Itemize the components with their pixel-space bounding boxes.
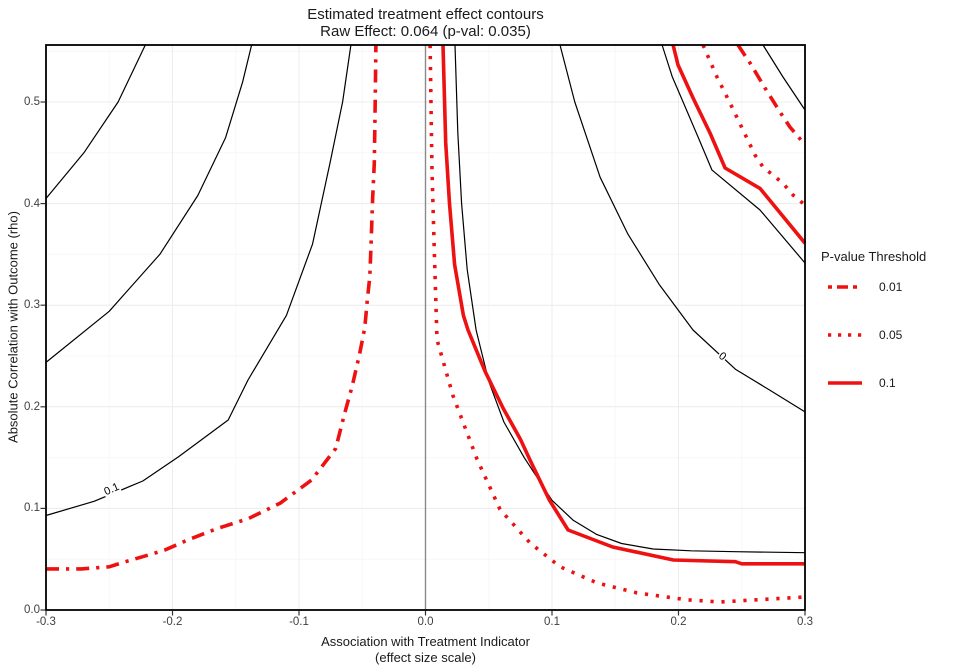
effect-contour-0.15 <box>45 44 253 363</box>
y-tick-label: 0.0 <box>24 604 40 616</box>
legend-key-solid-icon <box>828 381 862 385</box>
effect-contour-0.2 <box>45 44 146 199</box>
y-tick-label: 0.5 <box>24 95 40 108</box>
effect-contour--0.1 <box>762 44 806 111</box>
pvalue-contour-0.1 <box>671 44 807 245</box>
x-tick-label: 0.2 <box>670 616 687 628</box>
x-axis-title-line2: (effect size scale) <box>375 650 476 665</box>
x-axis-title-line1: Association with Treatment Indicator <box>321 634 530 649</box>
x-tick-label: 0.3 <box>797 616 813 628</box>
y-tick-label: 0.4 <box>24 197 40 210</box>
effect-contour-0 <box>559 44 806 413</box>
x-tick-label: -0.1 <box>289 616 309 628</box>
x-axis-title: Association with Treatment Indicator (ef… <box>46 634 805 666</box>
legend-item-0.01: 0.01 <box>827 280 926 294</box>
y-tick-label: 0.1 <box>24 502 40 515</box>
x-tick-label: -0.3 <box>36 616 56 628</box>
legend-item-0.1: 0.1 <box>827 376 926 390</box>
pvalue-contour-0.01 <box>736 44 807 146</box>
y-tick-label: 0.2 <box>24 400 40 413</box>
legend-item-label: 0.05 <box>879 328 903 342</box>
y-tick-label: 0.3 <box>24 299 40 312</box>
legend: P-value Threshold 0.01 0.05 0.1 <box>821 249 926 424</box>
effect-contour-0.1 <box>45 44 352 517</box>
x-tick-label: 0.1 <box>544 616 560 628</box>
x-tick-label: -0.2 <box>162 616 183 628</box>
pvalue-contour-0.1 <box>441 44 805 566</box>
chart-title-block: Estimated treatment effect contours Raw … <box>46 6 805 40</box>
chart-subtitle: Raw Effect: 0.064 (p-val: 0.035) <box>320 23 531 40</box>
pvalue-contour-0.05 <box>701 44 807 207</box>
legend-item-label: 0.01 <box>879 280 903 294</box>
effect-contour--0.05 <box>661 44 806 264</box>
chart-title: Estimated treatment effect contours <box>307 6 544 23</box>
legend-key-dashdot-icon <box>828 285 862 289</box>
legend-item-label: 0.1 <box>879 376 896 390</box>
x-tick-label: 0.0 <box>417 616 434 628</box>
legend-key-dotted-icon <box>828 333 862 337</box>
pvalue-contour-0.01 <box>46 44 378 571</box>
legend-title: P-value Threshold <box>821 249 927 264</box>
legend-item-0.05: 0.05 <box>827 328 926 342</box>
